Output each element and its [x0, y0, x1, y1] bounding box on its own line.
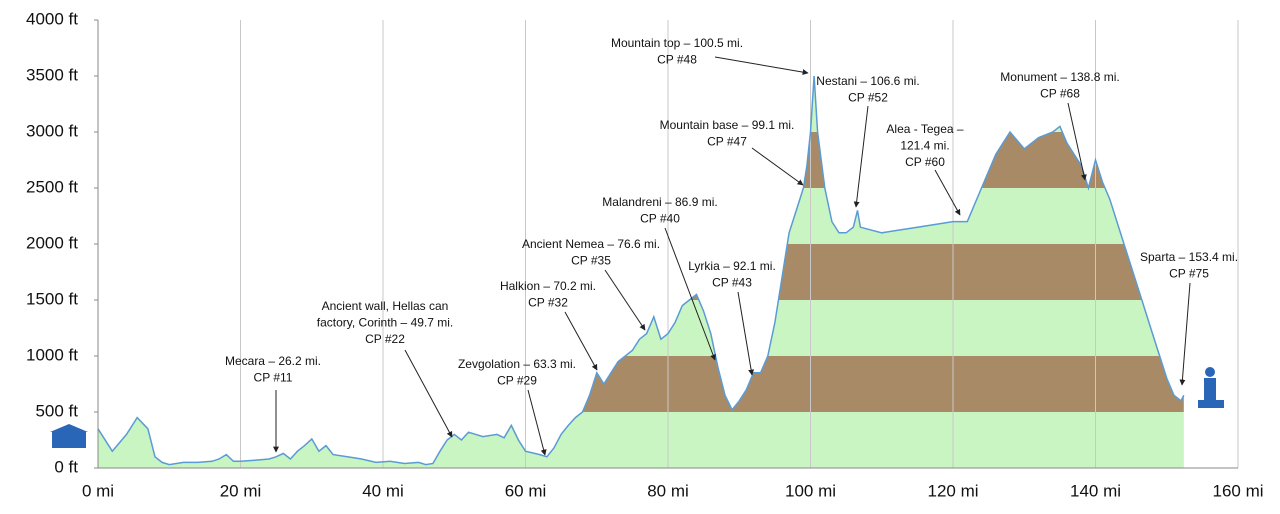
- y-tick-label: 3500 ft: [26, 65, 78, 84]
- annotation-text: Ancient wall, Hellas can: [322, 299, 449, 313]
- annotation-text: Ancient Nemea – 76.6 mi.: [522, 237, 660, 251]
- y-tick-label: 3000 ft: [26, 121, 78, 140]
- annotation-text: CP #52: [848, 91, 888, 105]
- y-tick-label: 0 ft: [54, 457, 78, 476]
- annotation-arrow: [751, 147, 804, 186]
- annotation-text: CP #32: [528, 296, 568, 310]
- annotation-arrow: [934, 169, 961, 216]
- x-tick-label: 120 mi: [927, 481, 978, 500]
- annotation-text: Mecara – 26.2 mi.: [225, 354, 321, 368]
- y-tick-label: 2000 ft: [26, 233, 78, 252]
- x-tick-label: 60 mi: [505, 481, 547, 500]
- annotation-text: CP #75: [1169, 267, 1209, 281]
- annotation-text: CP #68: [1040, 87, 1080, 101]
- annotation-text: CP #47: [707, 135, 747, 149]
- annotation-text: Nestani – 106.6 mi.: [816, 74, 919, 88]
- annotation-arrow: [564, 311, 598, 371]
- annotation-text: Mountain base – 99.1 mi.: [660, 118, 795, 132]
- annotation-text: Alea - Tegea –: [886, 122, 963, 136]
- y-tick-label: 1500 ft: [26, 289, 78, 308]
- annotation-text: 121.4 mi.: [900, 139, 949, 153]
- annotation-text: Mountain top – 100.5 mi.: [611, 36, 743, 50]
- x-tick-label: 100 mi: [785, 481, 836, 500]
- x-tick-label: 20 mi: [220, 481, 262, 500]
- annotation-text: CP #40: [640, 212, 680, 226]
- annotation-text: factory, Corinth – 49.7 mi.: [317, 316, 454, 330]
- annotation-arrow: [853, 105, 869, 208]
- annotation-text: Monument – 138.8 mi.: [1000, 70, 1119, 84]
- end-icon: [1198, 367, 1224, 408]
- annotation-arrow: [714, 56, 809, 76]
- annotation-text: CP #11: [254, 371, 293, 385]
- x-tick-label: 40 mi: [362, 481, 404, 500]
- y-tick-label: 1000 ft: [26, 345, 78, 364]
- annotation-arrow: [1179, 282, 1191, 386]
- annotation-arrow: [404, 349, 453, 438]
- x-tick-label: 0 mi: [82, 481, 114, 500]
- annotation-text: CP #22: [365, 332, 405, 346]
- y-tick-label: 4000 ft: [26, 9, 78, 28]
- start-icon: [50, 424, 88, 448]
- annotation-text: Lyrkia – 92.1 mi.: [688, 259, 776, 273]
- y-tick-label: 2500 ft: [26, 177, 78, 196]
- annotation-text: CP #48: [657, 53, 697, 67]
- annotation-arrow: [527, 389, 547, 456]
- annotation-text: CP #35: [571, 254, 611, 268]
- x-tick-label: 140 mi: [1070, 481, 1121, 500]
- annotation-text: Sparta – 153.4 mi.: [1140, 250, 1238, 264]
- annotation-arrow: [737, 291, 755, 376]
- annotation-arrow: [664, 227, 716, 361]
- annotation-arrow: [604, 269, 646, 331]
- x-tick-label: 80 mi: [647, 481, 689, 500]
- annotation-text: CP #29: [497, 374, 537, 388]
- annotation-text: CP #60: [905, 155, 945, 169]
- annotation-text: Malandreni – 86.9 mi.: [602, 195, 717, 209]
- y-tick-label: 500 ft: [35, 401, 78, 420]
- annotation-text: CP #43: [712, 276, 752, 290]
- elevation-line: [97, 75, 1185, 466]
- annotation-text: Zevgolation – 63.3 mi.: [458, 357, 576, 371]
- annotation-arrow: [1067, 102, 1087, 181]
- annotation-text: Halkion – 70.2 mi.: [500, 279, 596, 293]
- x-tick-label: 160 mi: [1212, 481, 1263, 500]
